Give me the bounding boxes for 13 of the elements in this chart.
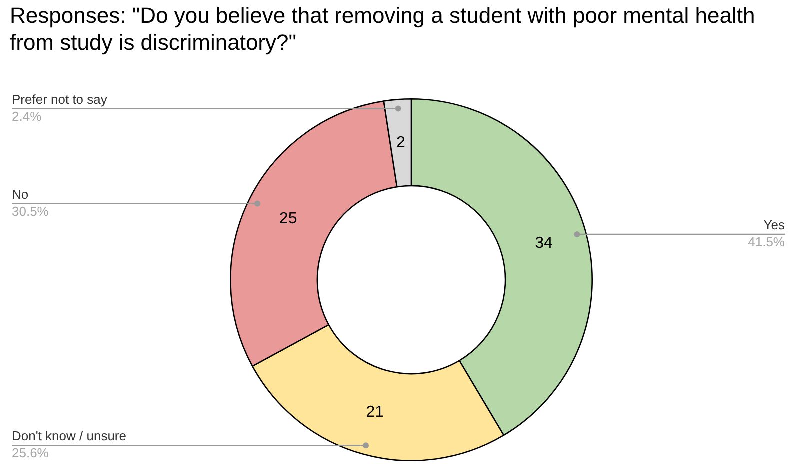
slice-label: No (12, 186, 29, 202)
data-label: 2 (396, 134, 406, 152)
data-label: 25 (279, 210, 298, 228)
chart-title: Responses: "Do you believe that removing a student with poor mental health from study is discriminatory?" (10, 2, 756, 56)
data-label: 34 (535, 234, 554, 252)
slice-label: Prefer not to say (12, 92, 108, 107)
text: 25.6% (12, 446, 50, 461)
text: 2.4% (12, 108, 42, 124)
text: 41.5% (748, 234, 786, 250)
slice-label: Don't know / unsure (12, 428, 126, 444)
data-label: 21 (366, 404, 384, 421)
slice-label: Yes (764, 218, 786, 233)
text: 30.5% (12, 204, 50, 219)
